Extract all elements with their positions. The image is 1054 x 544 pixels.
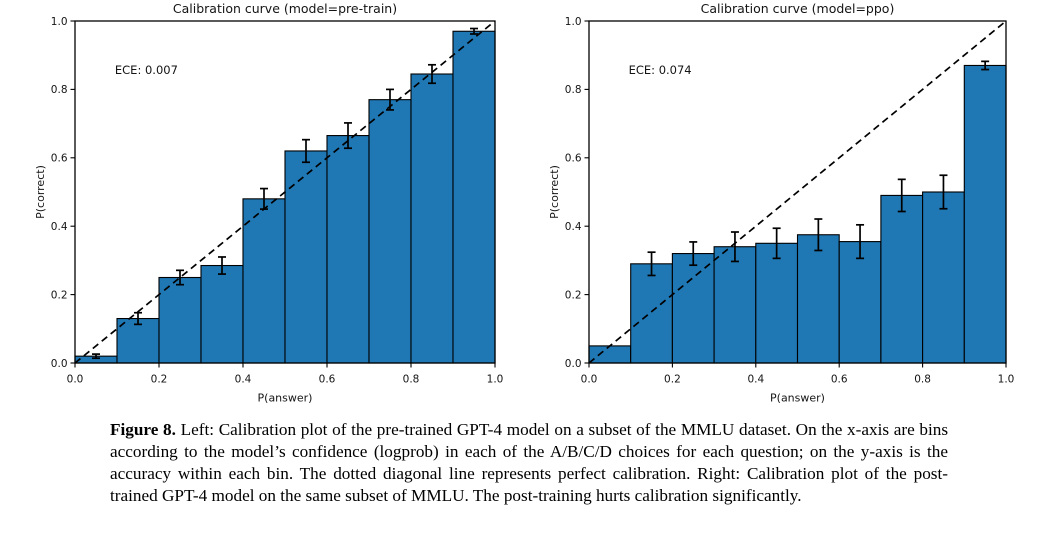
y-tick-label: 1.0 <box>565 16 582 28</box>
error-bar <box>647 251 656 277</box>
perfect-calibration-line <box>74 20 496 364</box>
figure-caption: Figure 8. Left: Calibration plot of the … <box>110 419 948 507</box>
ece-annotation: ECE: 0.074 <box>629 63 692 77</box>
error-bar <box>939 174 948 210</box>
x-tick-label: 0.6 <box>319 374 336 386</box>
chart-title: Calibration curve (model=ppo) <box>701 1 895 16</box>
y-tick-label: 0.4 <box>51 221 68 233</box>
error-bar <box>344 122 352 150</box>
histogram-bar <box>922 191 965 364</box>
y-tick-label: 0.8 <box>51 84 68 96</box>
histogram-bar <box>796 234 840 364</box>
y-tick-label: 1.0 <box>51 16 68 28</box>
histogram-bar <box>116 317 160 364</box>
figure-caption-label: Figure 8. <box>110 420 176 439</box>
error-bar <box>302 138 310 164</box>
error-bar <box>218 256 226 275</box>
x-tick-label: 0.4 <box>235 374 252 386</box>
y-tick-label: 0.0 <box>51 358 68 370</box>
x-tick-label: 1.0 <box>998 374 1015 386</box>
x-tick-label: 0.0 <box>581 374 598 386</box>
calibration-chart-ppo: 0.0 0.2 0.4 0.6 0.8 1.0 0.0 0.2 0.4 0.6 0.8 1.0 Cali… <box>548 1 1015 405</box>
x-tick-label: 0.6 <box>831 374 848 386</box>
x-tick-label: 0.0 <box>67 374 84 386</box>
error-bar <box>689 241 698 267</box>
histogram-bar <box>242 198 286 364</box>
y-axis-label: P(correct) <box>548 165 561 219</box>
error-bar <box>92 353 100 360</box>
x-tick-label: 0.2 <box>664 374 681 386</box>
y-tick-label: 0.6 <box>565 153 582 165</box>
histogram-bar <box>588 345 632 364</box>
y-tick-label: 0.4 <box>565 221 582 233</box>
chart-title: Calibration curve (model=pre-train) <box>173 1 397 16</box>
error-bar <box>470 27 478 35</box>
y-axis-label: P(correct) <box>34 165 47 219</box>
x-axis-label: P(answer) <box>258 392 313 405</box>
x-tick-label: 0.2 <box>151 374 168 386</box>
x-tick-label: 1.0 <box>487 374 504 386</box>
error-bar <box>428 63 436 85</box>
y-tick-label: 0.2 <box>51 289 68 301</box>
error-bar <box>772 227 781 260</box>
error-bar <box>730 231 739 263</box>
plot-border <box>588 20 1007 364</box>
histogram-bar <box>713 246 757 364</box>
y-tick-label: 0.8 <box>565 84 582 96</box>
x-tick-label: 0.8 <box>403 374 420 386</box>
histogram-bar <box>452 30 496 364</box>
figure-caption-text: Left: Calibration plot of the pre-traine… <box>110 420 949 506</box>
histogram-bar <box>963 64 1007 364</box>
x-tick-label: 0.4 <box>747 374 764 386</box>
histogram-bar <box>880 194 924 364</box>
ece-annotation: ECE: 0.007 <box>115 63 178 77</box>
error-bar <box>897 178 906 213</box>
error-bar <box>176 269 184 286</box>
histogram-bar <box>671 253 715 364</box>
x-axis-label: P(answer) <box>770 392 825 405</box>
plot-border <box>74 20 496 364</box>
error-bar <box>814 218 823 252</box>
y-tick-label: 0.6 <box>51 153 68 165</box>
histogram-bar <box>838 241 882 364</box>
calibration-chart-pretrain: 0.0 0.2 0.4 0.6 0.8 1.0 0.0 0.2 0.4 0.6 0.8 1.0 Cali… <box>34 1 504 405</box>
error-bar <box>981 60 990 71</box>
y-tick-label: 0.0 <box>565 358 582 370</box>
histogram-bar <box>410 73 454 364</box>
y-tick-label: 0.2 <box>565 289 582 301</box>
histogram-bar <box>200 264 244 364</box>
perfect-calibration-line <box>588 20 1007 364</box>
histogram-bar <box>630 263 673 364</box>
histogram-bar <box>755 242 799 364</box>
histogram-bar <box>326 135 370 364</box>
x-tick-label: 0.8 <box>914 374 931 386</box>
histogram-bar <box>368 99 412 364</box>
histogram-bar <box>284 150 328 364</box>
error-bar <box>856 223 865 260</box>
charts-row: 0.0 0.2 0.4 0.6 0.8 1.0 0.0 0.2 0.4 0.6 0.8 1.0 Cali… <box>34 1 1015 405</box>
